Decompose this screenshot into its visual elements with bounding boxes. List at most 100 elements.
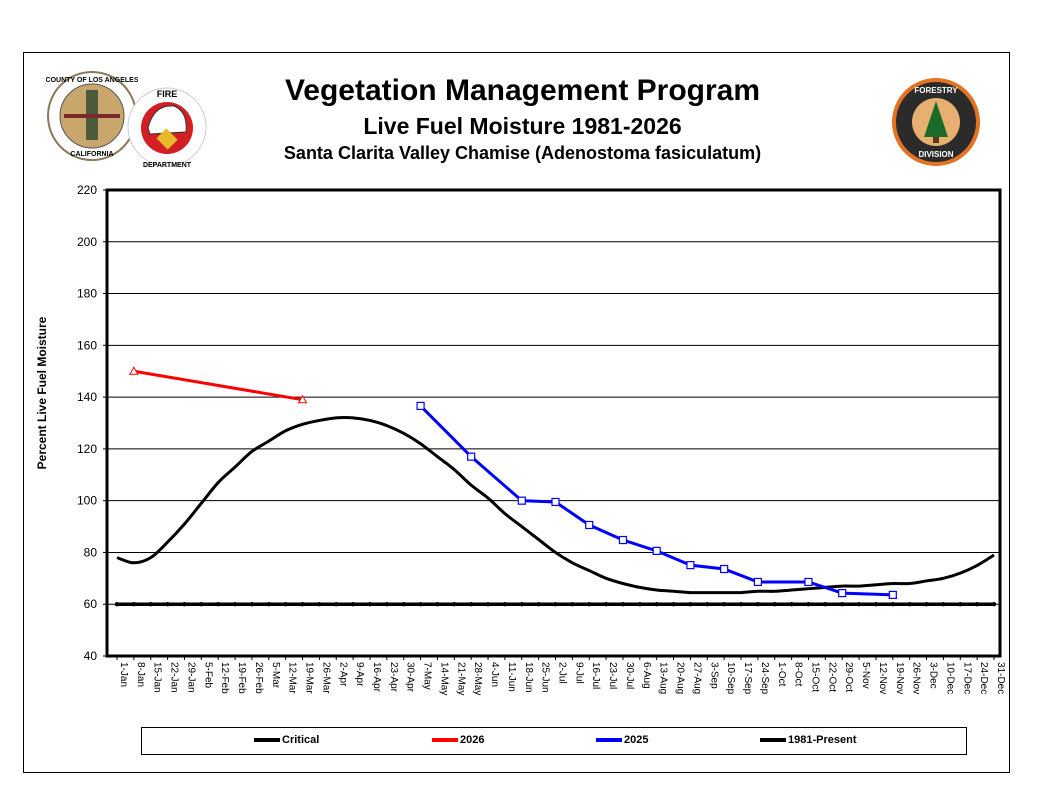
y-tick-label: 100	[77, 494, 97, 508]
legend-item-2025: 2025	[596, 734, 648, 746]
svg-text:FORESTRY: FORESTRY	[914, 86, 958, 95]
data-point-2025	[838, 588, 847, 598]
x-tick-label: 26-Mar	[320, 662, 331, 694]
x-tick-label: 13-Aug	[658, 662, 669, 694]
x-tick-label: 17-Sep	[742, 662, 753, 695]
x-tick-label: 21-May	[455, 662, 466, 695]
data-point-critical	[401, 602, 406, 607]
data-point-2025	[686, 561, 695, 570]
data-point-critical	[856, 602, 862, 607]
legend-item-critical: Critical	[254, 734, 319, 746]
x-tick-label: 18-Jun	[523, 662, 534, 693]
data-point-critical	[384, 602, 390, 607]
data-point-critical	[789, 602, 794, 607]
site-label: Santa Clarita Valley Chamise (Adenostoma…	[283, 143, 762, 163]
data-point-critical	[620, 602, 626, 607]
data-point-critical	[199, 602, 204, 607]
svg-text:FIRE: FIRE	[157, 89, 178, 99]
data-point-2025	[618, 535, 628, 545]
x-tick-label: 28-May	[472, 662, 483, 695]
legend-label: 2025	[624, 734, 649, 746]
x-tick-label: 1-Oct	[776, 662, 787, 687]
x-tick-label: 26-Feb	[253, 662, 264, 694]
x-tick-label: 4-Jun	[489, 662, 500, 687]
data-point-critical	[485, 602, 491, 607]
x-tick-label: 6-Aug	[641, 662, 652, 689]
x-tick-label: 24-Sep	[759, 662, 770, 695]
x-tick-label: 24-Dec	[978, 662, 989, 694]
data-point-critical	[165, 602, 170, 607]
y-tick-label: 60	[84, 597, 98, 611]
data-point-critical	[654, 602, 659, 607]
y-tick-label: 80	[84, 545, 98, 559]
data-point-critical	[232, 602, 238, 607]
data-point-critical	[131, 602, 137, 607]
legend-label: 2026	[460, 734, 485, 746]
y-tick-label: 200	[77, 235, 97, 249]
page-title: Vegetation Management Program	[284, 74, 761, 107]
x-tick-label: 9-Jul	[573, 662, 584, 684]
x-tick-label: 8-Jan	[135, 662, 146, 687]
x-tick-label: 15-Jan	[152, 662, 163, 693]
data-point-critical	[705, 602, 710, 607]
x-tick-label: 5-Nov	[860, 662, 871, 689]
data-point-critical	[823, 602, 828, 607]
data-point-critical	[806, 602, 811, 607]
svg-text:DIVISION: DIVISION	[918, 150, 953, 159]
chart-subtitle: Live Fuel Moisture 1981-2026	[363, 113, 682, 139]
data-point-critical	[721, 602, 727, 607]
data-point-critical	[637, 602, 643, 607]
data-point-critical	[418, 602, 423, 607]
data-point-critical	[587, 602, 592, 607]
data-point-critical	[553, 602, 558, 607]
x-tick-label: 27-Aug	[691, 662, 702, 694]
county-seal-logo: COUNTY OF LOS ANGELES CALIFORNIA	[46, 71, 138, 161]
x-tick-label: 5-Feb	[202, 662, 213, 689]
data-point-critical	[182, 602, 187, 607]
plot-area	[105, 188, 1002, 658]
legend: Critical 2026 2025 1981-Present	[141, 727, 967, 755]
y-tick-label: 40	[84, 649, 98, 663]
legend-swatch-2025	[596, 738, 622, 742]
data-point-2025	[517, 496, 526, 505]
x-tick-label: 12-Feb	[219, 662, 230, 694]
data-point-critical	[688, 602, 693, 607]
legend-swatch-1981-present	[760, 738, 786, 742]
data-point-critical	[873, 602, 879, 607]
data-point-critical	[519, 602, 524, 607]
x-tick-label: 15-Oct	[809, 662, 820, 692]
x-tick-label: 22-Oct	[826, 662, 837, 692]
data-point-2025	[416, 401, 425, 411]
series-line-2026	[133, 369, 303, 402]
chart-frame	[23, 52, 1010, 773]
x-tick-label: 19-Mar	[304, 662, 315, 694]
data-point-critical	[334, 602, 339, 607]
y-tick-label: 220	[77, 183, 97, 197]
data-point-critical	[283, 602, 288, 607]
data-point-critical	[991, 602, 997, 607]
data-point-critical	[840, 602, 845, 607]
data-point-critical	[941, 602, 946, 607]
data-point-2026	[297, 394, 308, 404]
data-point-critical	[772, 602, 777, 607]
data-point-critical	[755, 602, 761, 607]
data-point-critical	[148, 602, 153, 607]
x-tick-label: 2-Apr	[337, 662, 348, 687]
legend-label: 1981-Present	[788, 734, 857, 746]
x-tick-label: 19-Feb	[236, 662, 247, 694]
data-point-critical	[114, 602, 120, 607]
svg-text:COUNTY OF LOS ANGELES: COUNTY OF LOS ANGELES	[46, 77, 138, 84]
x-tick-label: 12-Nov	[877, 662, 888, 694]
x-tick-label: 3-Sep	[708, 662, 719, 689]
x-tick-label: 12-Mar	[287, 662, 298, 694]
x-tick-label: 31-Dec	[995, 662, 1006, 694]
x-tick-label: 10-Dec	[944, 662, 955, 694]
data-point-critical	[468, 602, 474, 607]
legend-item-2026: 2026	[432, 734, 484, 746]
y-tick-label: 160	[77, 338, 97, 352]
x-tick-label: 19-Nov	[894, 662, 905, 694]
data-point-critical	[215, 602, 221, 607]
fire-department-logo: FIRE DEPARTMENT	[127, 87, 207, 169]
x-tick-label: 9-Apr	[354, 662, 365, 687]
x-tick-label: 2-Jul	[557, 662, 568, 684]
